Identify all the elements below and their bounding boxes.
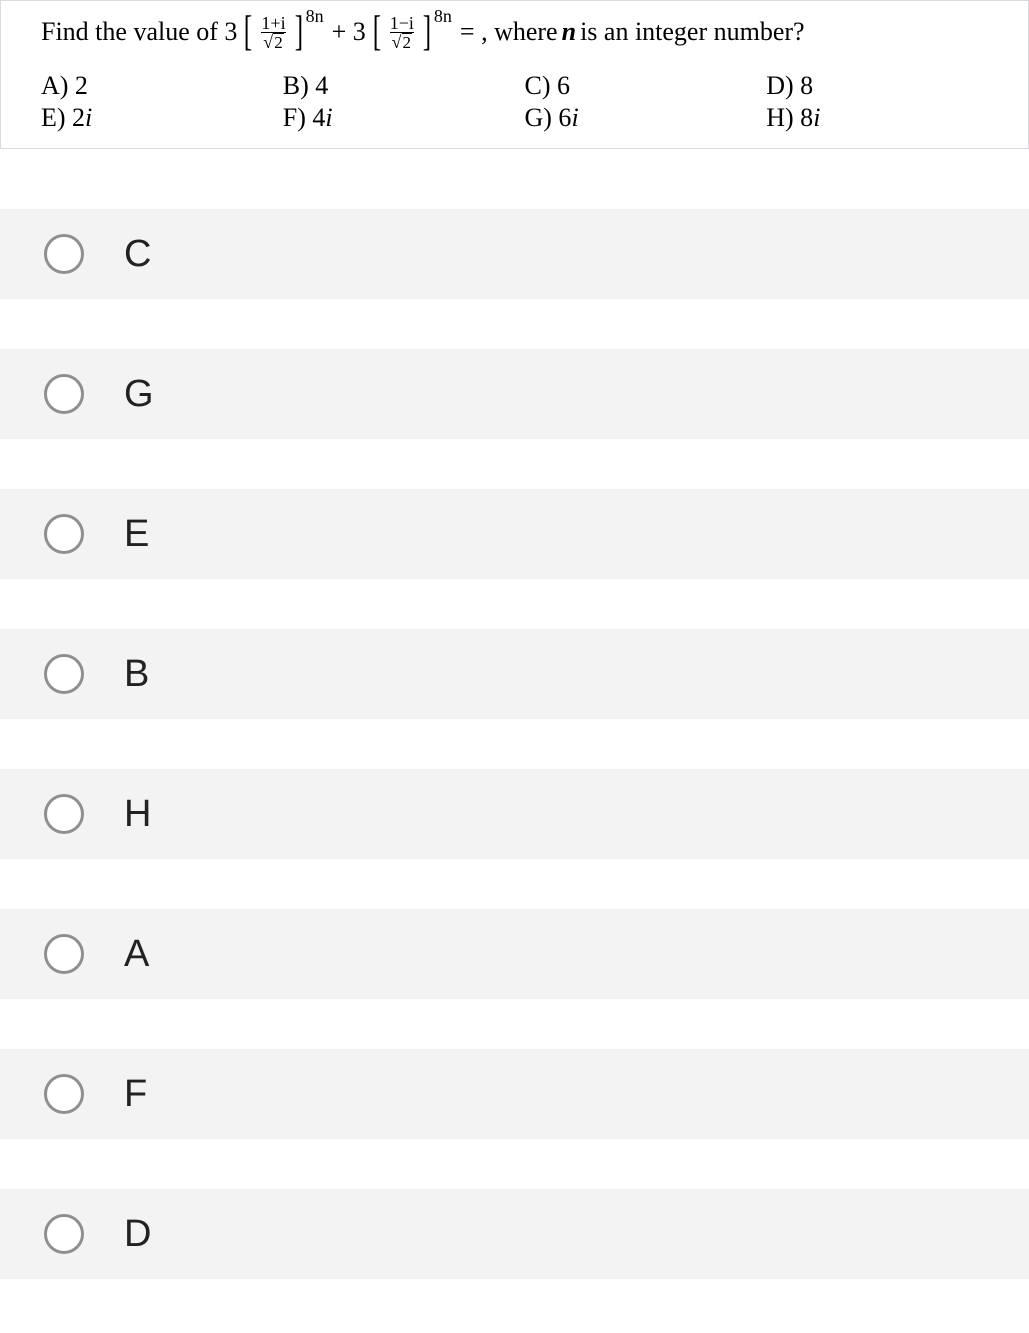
option-A[interactable]: A [0, 909, 1029, 999]
frac2-den: √2 [390, 32, 414, 51]
option-C[interactable]: C [0, 209, 1029, 299]
options-list: C G E B H A F D [0, 149, 1029, 1279]
fraction-2: 1−i √2 [388, 14, 416, 51]
option-label: F [124, 1073, 147, 1116]
choice-E: E) 2i [41, 103, 283, 133]
frac2-num: 1−i [388, 14, 416, 32]
question-box: Find the value of 3 [ 1+i √2 ] 8n + 3 [ … [0, 0, 1029, 149]
question-suffix-1: = , where [460, 17, 558, 47]
option-label: A [124, 933, 149, 976]
choice-G: G) 6i [525, 103, 767, 133]
option-label: C [124, 233, 151, 276]
radio-icon[interactable] [44, 234, 84, 274]
question-suffix-2: is an integer number? [580, 17, 805, 47]
option-D[interactable]: D [0, 1189, 1029, 1279]
radio-icon[interactable] [44, 514, 84, 554]
plus-coef: + 3 [332, 17, 366, 47]
option-label: E [124, 513, 149, 556]
radio-icon[interactable] [44, 1214, 84, 1254]
option-label: B [124, 653, 149, 696]
option-G[interactable]: G [0, 349, 1029, 439]
exponent-1: 8n [306, 6, 324, 27]
option-H[interactable]: H [0, 769, 1029, 859]
choice-H: H) 8i [766, 103, 1008, 133]
option-label: H [124, 793, 151, 836]
option-label: G [124, 373, 154, 416]
choice-A: A) 2 [41, 71, 283, 101]
radio-icon[interactable] [44, 794, 84, 834]
n-var: n [562, 17, 576, 47]
radio-icon[interactable] [44, 934, 84, 974]
option-F[interactable]: F [0, 1049, 1029, 1139]
radio-icon[interactable] [44, 654, 84, 694]
radio-icon[interactable] [44, 374, 84, 414]
option-label: D [124, 1213, 151, 1256]
exponent-2: 8n [434, 6, 452, 27]
right-bracket-1: ] [294, 11, 302, 53]
frac1-den: √2 [261, 32, 285, 51]
fraction-1: 1+i √2 [259, 14, 287, 51]
left-bracket-2: [ [373, 11, 381, 53]
left-bracket-1: [ [244, 11, 252, 53]
choice-D: D) 8 [766, 71, 1008, 101]
option-E[interactable]: E [0, 489, 1029, 579]
option-B[interactable]: B [0, 629, 1029, 719]
radio-icon[interactable] [44, 1074, 84, 1114]
right-bracket-2: ] [423, 11, 431, 53]
frac1-num: 1+i [259, 14, 287, 32]
choice-C: C) 6 [525, 71, 767, 101]
choice-F: F) 4i [283, 103, 525, 133]
question-prefix: Find the value of 3 [41, 17, 237, 47]
answer-choices-grid: A) 2 B) 4 C) 6 D) 8 E) 2i F) 4i G) 6i H)… [41, 71, 1008, 133]
question-text: Find the value of 3 [ 1+i √2 ] 8n + 3 [ … [41, 11, 1008, 53]
choice-B: B) 4 [283, 71, 525, 101]
